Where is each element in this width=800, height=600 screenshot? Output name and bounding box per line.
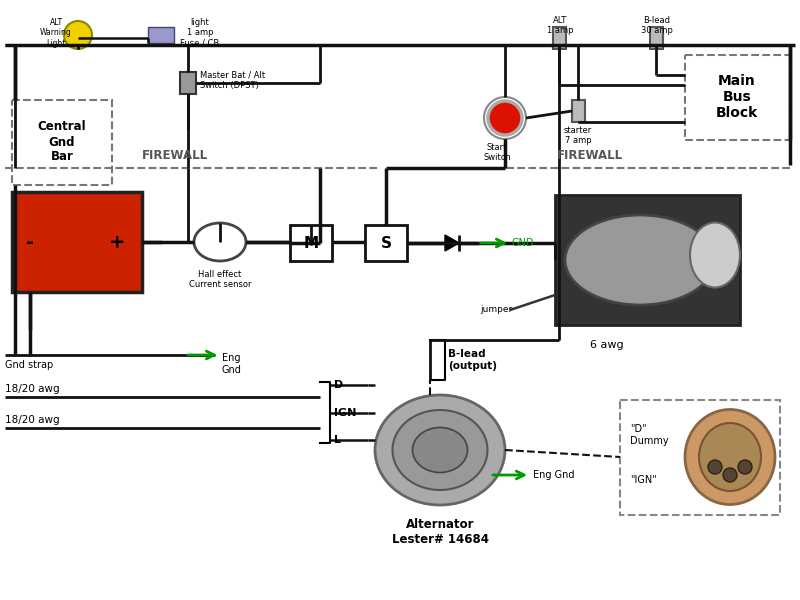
- Circle shape: [708, 460, 722, 474]
- Text: L: L: [334, 435, 341, 445]
- Text: -: -: [26, 232, 34, 251]
- Text: "IGN": "IGN": [630, 475, 657, 485]
- Circle shape: [488, 101, 522, 135]
- Bar: [12, 100, 112, 185]
- Text: "D"
Dummy: "D" Dummy: [630, 424, 669, 446]
- Text: FIREWALL: FIREWALL: [142, 149, 208, 162]
- Text: Alternator
Lester# 14684: Alternator Lester# 14684: [391, 518, 489, 546]
- Text: Central
Gnd
Bar: Central Gnd Bar: [38, 121, 86, 163]
- Bar: [572, 100, 585, 122]
- Bar: [620, 400, 780, 515]
- Text: FIREWALL: FIREWALL: [557, 149, 623, 162]
- Ellipse shape: [393, 410, 487, 490]
- Ellipse shape: [565, 215, 715, 305]
- Text: 18/20 awg: 18/20 awg: [5, 384, 60, 394]
- Text: M: M: [303, 235, 318, 251]
- Ellipse shape: [690, 223, 740, 287]
- Text: Start
Switch: Start Switch: [483, 143, 511, 163]
- Circle shape: [723, 468, 737, 482]
- Text: Eng Gnd: Eng Gnd: [533, 470, 574, 480]
- Text: B-lead
30 amp: B-lead 30 amp: [641, 16, 673, 35]
- Bar: [685, 55, 790, 140]
- Text: Main
Bus
Block: Main Bus Block: [716, 74, 758, 120]
- Text: S: S: [381, 235, 391, 251]
- Bar: [290, 225, 332, 261]
- Text: Hall effect
Current sensor: Hall effect Current sensor: [189, 270, 251, 289]
- Bar: [365, 225, 407, 261]
- Ellipse shape: [685, 409, 775, 505]
- Text: Gnd strap: Gnd strap: [5, 360, 54, 370]
- Bar: [148, 27, 174, 43]
- Circle shape: [738, 460, 752, 474]
- Text: starter
7 amp: starter 7 amp: [564, 126, 592, 145]
- Bar: [180, 72, 196, 94]
- Text: Eng
Gnd: Eng Gnd: [222, 353, 242, 374]
- Bar: [650, 27, 663, 49]
- Bar: [553, 27, 566, 49]
- Text: ALT
Warning
Light: ALT Warning Light: [40, 18, 72, 48]
- Text: ALT
1 amp: ALT 1 amp: [546, 16, 574, 35]
- Ellipse shape: [413, 427, 467, 473]
- Text: IGN: IGN: [334, 407, 356, 418]
- Circle shape: [64, 21, 92, 49]
- Ellipse shape: [194, 223, 246, 261]
- Text: 6 awg: 6 awg: [590, 340, 624, 350]
- Ellipse shape: [699, 423, 761, 491]
- Ellipse shape: [375, 395, 505, 505]
- Text: B-lead
(output): B-lead (output): [448, 349, 497, 371]
- Bar: [12, 192, 142, 292]
- Text: Master Bat / Alt
Switch (DPST): Master Bat / Alt Switch (DPST): [200, 70, 265, 89]
- Text: 18/20 awg: 18/20 awg: [5, 415, 60, 425]
- Text: jumper: jumper: [480, 305, 512, 314]
- Text: D: D: [334, 380, 343, 390]
- Text: GND: GND: [512, 238, 534, 248]
- Text: light
1 amp
Fuse / CB: light 1 amp Fuse / CB: [180, 18, 220, 48]
- Bar: [555, 195, 740, 325]
- Polygon shape: [445, 235, 459, 251]
- Text: +: +: [109, 232, 126, 251]
